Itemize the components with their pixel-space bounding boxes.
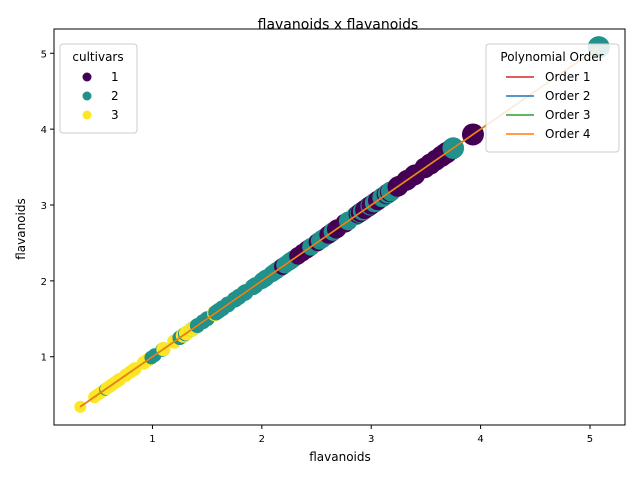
cultivar-legend-label: 1 [111,70,119,84]
x-tick-label: 3 [368,434,374,445]
plot-frame [53,28,626,426]
y-tick-label: 1 [41,353,47,364]
cultivars-legend-box [59,43,138,134]
cultivar-legend-marker [82,91,92,101]
x-axis-ticks: 1 2 3 4 5 [149,425,593,445]
cultivar-legend-label: 3 [111,108,119,122]
y-tick-label: 4 [41,125,47,136]
y-axis-label: flavanoids [14,198,28,260]
cultivars-legend-entries: 1 2 3 [82,70,119,122]
cultivars-legend: cultivars 1 2 3 [59,43,138,134]
cultivar-legend-label: 2 [111,89,119,103]
y-tick-label: 2 [41,277,47,288]
x-tick-label: 5 [587,434,593,445]
x-tick-label: 4 [477,434,483,445]
order-legend-label: Order 4 [545,127,591,141]
order-legend-label: Order 2 [545,89,591,103]
order-legend-title: Polynomial Order [500,50,603,64]
x-tick-label: 1 [149,434,155,445]
order-legend-entries: Order 1 Order 2 Order 3 Order 4 [506,70,591,141]
chart-title: flavanoids x flavanoids [258,17,419,33]
y-axis-ticks: 1 2 3 4 5 [41,49,54,364]
cultivars-legend-title: cultivars [72,50,123,64]
order-legend-label: Order 3 [545,108,591,122]
cultivar-legend-marker [82,72,92,82]
x-tick-label: 2 [259,434,265,445]
y-tick-label: 5 [41,49,47,60]
order-legend-label: Order 1 [545,70,591,84]
order-legend-box [485,43,620,153]
cultivar-legend-marker [82,110,92,120]
y-tick-label: 3 [41,201,47,212]
x-axis-label: flavanoids [309,450,371,464]
